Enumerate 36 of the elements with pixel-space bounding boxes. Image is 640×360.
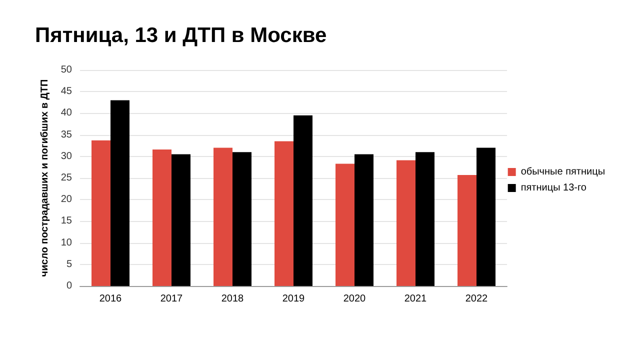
bar [336,164,354,286]
y-tick-label: 5 [66,258,72,270]
y-tick-label: 0 [66,280,72,292]
y-tick-label: 25 [60,172,72,184]
bar [458,174,476,286]
bar [476,148,496,286]
x-tick-label: 2020 [343,294,366,304]
x-tick-label: 2018 [221,294,244,304]
y-tick-label: 15 [60,216,72,227]
y-tick-label: 30 [60,150,72,162]
bar [232,152,252,286]
x-tick-label: 2017 [160,294,184,304]
bar [354,154,374,286]
y-tick-label: 10 [60,237,72,248]
x-tick-label: 2019 [282,294,306,304]
chart-title: Пятница, 13 и ДТП в Москве [35,24,327,47]
bar [152,149,172,286]
y-tick-label: 45 [60,86,72,98]
bar [294,115,312,286]
x-tick-label: 2016 [99,294,122,304]
legend-label: обычные пятницы [520,166,605,178]
x-tick-label: 2022 [465,294,488,304]
bar [214,148,232,286]
x-tick-label: 2021 [404,294,428,304]
bar [416,152,434,286]
y-tick-label: 50 [60,64,72,76]
y-axis-title: число пострадавших и погибших в ДТП [39,79,50,277]
y-tick-label: 40 [60,108,72,119]
bar [274,141,294,286]
y-tick-label: 20 [60,194,72,206]
bar [172,154,190,286]
bar [110,100,130,286]
bar [92,140,110,286]
y-tick-label: 35 [60,129,72,140]
legend-label: пятницы 13-го [520,182,587,194]
bar [396,160,416,286]
